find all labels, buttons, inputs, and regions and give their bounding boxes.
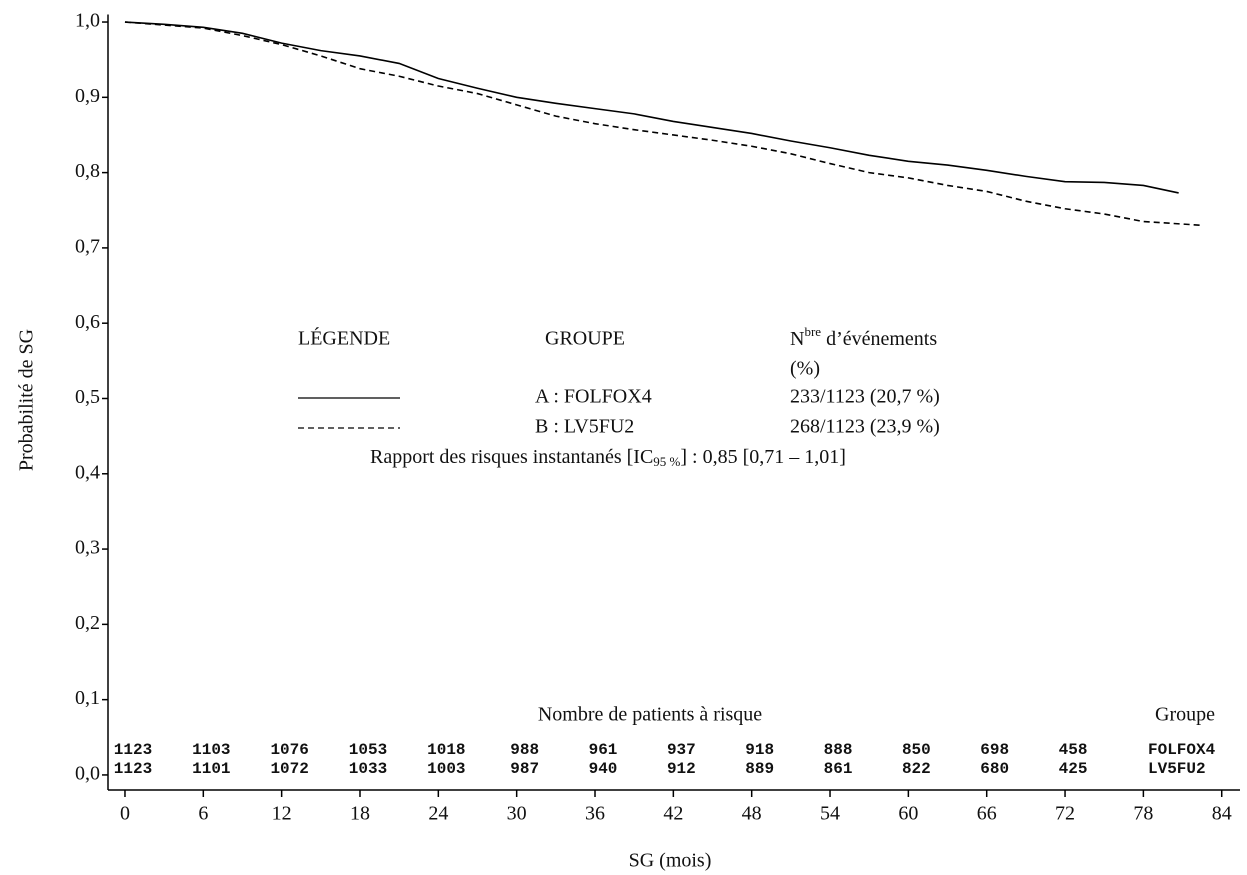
x-tick-label: 84 xyxy=(1212,803,1232,825)
y-tick-label: 0,2 xyxy=(75,612,100,634)
risk-table-group-header: Groupe xyxy=(1155,704,1215,726)
risk-count: 680 xyxy=(980,760,1009,778)
legend-events-unit: (%) xyxy=(790,358,820,380)
risk-count: 698 xyxy=(980,741,1009,759)
y-tick-label: 0,1 xyxy=(75,687,100,709)
legend-group-header: GROUPE xyxy=(545,328,625,350)
x-tick-label: 78 xyxy=(1133,803,1153,825)
y-axis-label: Probabilité de SG xyxy=(16,329,38,471)
superscript: bre xyxy=(804,324,821,339)
hazard-ratio: Rapport des risques instantanés [IC95 %]… xyxy=(370,446,846,469)
x-tick-label: 60 xyxy=(898,803,918,825)
risk-table-title: Nombre de patients à risque xyxy=(538,704,762,726)
risk-count: 1123 xyxy=(114,741,152,759)
x-tick-label: 0 xyxy=(120,803,130,825)
risk-group: LV5FU2 xyxy=(1148,760,1206,778)
risk-count: 1072 xyxy=(270,760,308,778)
risk-count: 889 xyxy=(745,760,774,778)
legend-events: 268/1123 (23,9 %) xyxy=(790,416,940,438)
risk-count: 987 xyxy=(510,760,539,778)
y-tick-label: 0,6 xyxy=(75,311,100,333)
risk-count: 1101 xyxy=(192,760,230,778)
text: d’événements xyxy=(821,328,937,350)
risk-count: 1103 xyxy=(192,741,230,759)
risk-count: 961 xyxy=(589,741,618,759)
risk-count: 458 xyxy=(1059,741,1088,759)
legend-label: A : FOLFOX4 xyxy=(535,386,652,408)
x-tick-label: 6 xyxy=(198,803,208,825)
survival-curve xyxy=(124,21,1179,194)
legend-events-header: Nbre d’événements xyxy=(790,324,937,350)
risk-count: 918 xyxy=(745,741,774,759)
risk-count: 1076 xyxy=(270,741,308,759)
y-tick-label: 0,4 xyxy=(75,461,100,483)
y-tick-label: 0,9 xyxy=(75,85,100,107)
x-tick-label: 36 xyxy=(585,803,605,825)
risk-count: 1053 xyxy=(349,741,387,759)
x-tick-label: 66 xyxy=(977,803,997,825)
y-tick-label: 0,0 xyxy=(75,763,100,785)
x-tick-label: 18 xyxy=(350,803,370,825)
y-tick-label: 1,0 xyxy=(75,10,100,32)
risk-count: 822 xyxy=(902,760,931,778)
risk-group: FOLFOX4 xyxy=(1148,741,1216,759)
x-tick-label: 24 xyxy=(428,803,448,825)
risk-count: 1018 xyxy=(427,741,465,759)
risk-count: 1003 xyxy=(427,760,465,778)
risk-count: 937 xyxy=(667,741,696,759)
text: Rapport des risques instantanés [IC xyxy=(370,446,653,468)
x-tick-label: 72 xyxy=(1055,803,1075,825)
x-tick-label: 42 xyxy=(663,803,683,825)
risk-count: 912 xyxy=(667,760,696,778)
risk-count: 888 xyxy=(824,741,853,759)
x-tick-label: 48 xyxy=(742,803,762,825)
legend-events: 233/1123 (20,7 %) xyxy=(790,386,940,408)
risk-count: 940 xyxy=(589,760,618,778)
y-tick-label: 0,7 xyxy=(75,235,100,257)
x-tick-label: 30 xyxy=(507,803,527,825)
risk-count: 1033 xyxy=(349,760,387,778)
y-tick-label: 0,8 xyxy=(75,160,100,182)
risk-count: 1123 xyxy=(114,760,152,778)
legend-label: B : LV5FU2 xyxy=(535,416,634,438)
survival-curve xyxy=(124,21,1203,227)
y-tick-label: 0,5 xyxy=(75,386,100,408)
risk-count: 850 xyxy=(902,741,931,759)
x-tick-label: 12 xyxy=(272,803,292,825)
x-axis-label: SG (mois) xyxy=(629,850,712,872)
risk-count: 425 xyxy=(1059,760,1088,778)
subscript: 95 % xyxy=(653,454,680,469)
text: ] : 0,85 [0,71 – 1,01] xyxy=(680,446,846,468)
risk-count: 861 xyxy=(824,760,853,778)
text: N xyxy=(790,328,804,350)
risk-count: 988 xyxy=(510,741,539,759)
x-tick-label: 54 xyxy=(820,803,840,825)
y-tick-label: 0,3 xyxy=(75,537,100,559)
legend-title: LÉGENDE xyxy=(298,327,390,350)
